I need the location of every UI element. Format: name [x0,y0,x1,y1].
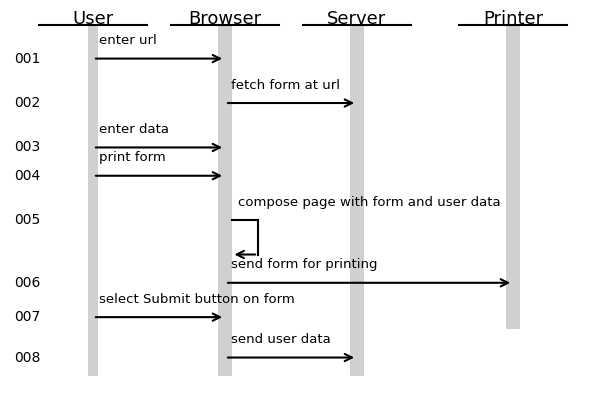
Text: send form for printing: send form for printing [231,259,377,271]
Text: 008: 008 [14,351,40,364]
Text: send user data: send user data [231,333,331,346]
Bar [218,25,232,376]
Text: 003: 003 [14,141,40,154]
Text: fetch form at url: fetch form at url [231,79,340,92]
Text: Browser: Browser [188,10,262,28]
Text: 007: 007 [14,310,40,324]
Text: select Submit button on form: select Submit button on form [99,293,295,306]
Text: 001: 001 [14,52,40,65]
Text: print form: print form [99,152,166,164]
Text: compose page with form and user data: compose page with form and user data [238,196,500,209]
Text: enter data: enter data [99,123,169,136]
Bar [88,25,98,376]
Text: 006: 006 [14,276,40,290]
Text: Server: Server [328,10,386,28]
Bar [506,25,520,329]
Text: 002: 002 [14,96,40,110]
Bar [350,25,364,376]
Text: User: User [73,10,113,28]
Text: 005: 005 [14,213,40,227]
Text: enter url: enter url [99,34,157,47]
Text: Printer: Printer [483,10,543,28]
Text: 004: 004 [14,169,40,183]
